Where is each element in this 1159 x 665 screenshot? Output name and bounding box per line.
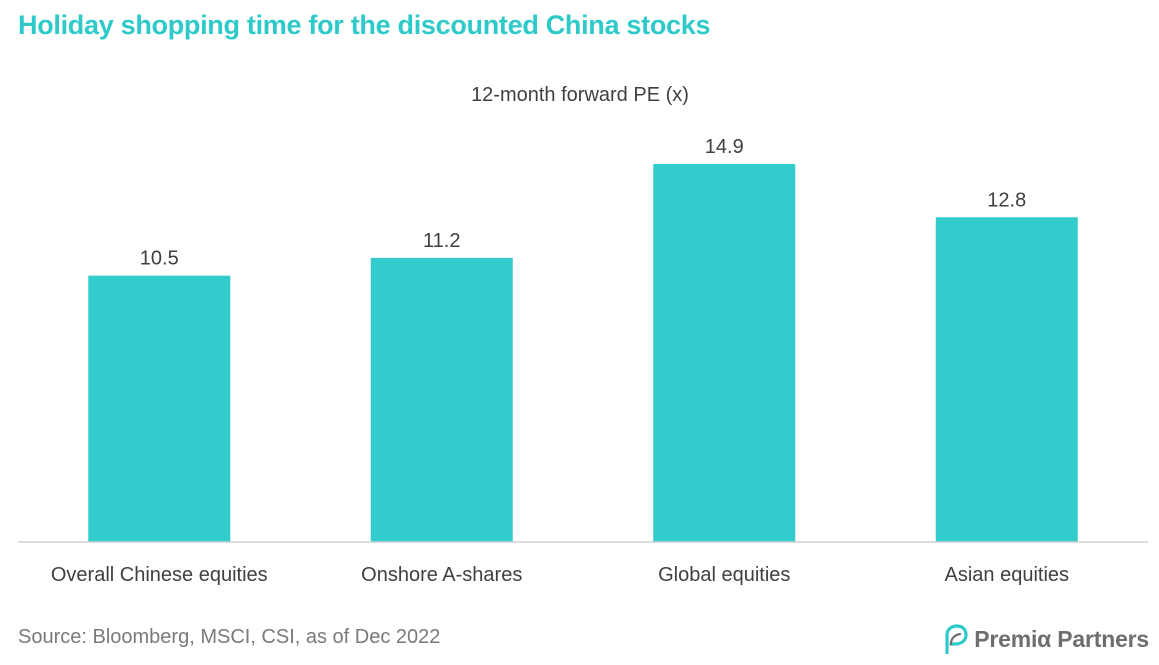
- data-label-1: 11.2: [423, 230, 460, 252]
- x-tick-label-1: Onshore A-shares: [361, 564, 522, 586]
- chart-headline: Holiday shopping time for the discounted…: [18, 10, 711, 40]
- data-label-0: 10.5: [140, 248, 179, 270]
- bar-2: [653, 164, 796, 542]
- brand-logo: Premiα Partners: [942, 624, 1149, 654]
- x-tick-label-2: Global equities: [658, 564, 790, 586]
- data-label-2: 14.9: [705, 136, 744, 158]
- brand-name: Premiα Partners: [974, 625, 1149, 652]
- source-note: Source: Bloomberg, MSCI, CSI, as of Dec …: [18, 626, 441, 648]
- p-leaf-logo-icon: [945, 624, 968, 654]
- bar-3: [935, 217, 1078, 543]
- x-tick-label-3: Asian equities: [944, 564, 1069, 586]
- chart-title: 12-month forward PE (x): [471, 84, 689, 106]
- bar-chart: 12-month forward PE (x) 10.5 Overall Chin…: [18, 84, 1148, 586]
- bar-1: [370, 257, 513, 542]
- data-label-3: 12.8: [987, 189, 1026, 211]
- bars-layer: 10.5 Overall Chinese equities 11.2 Onshore …: [51, 136, 1078, 586]
- bar-0: [88, 275, 231, 542]
- x-tick-label-0: Overall Chinese equities: [51, 564, 268, 586]
